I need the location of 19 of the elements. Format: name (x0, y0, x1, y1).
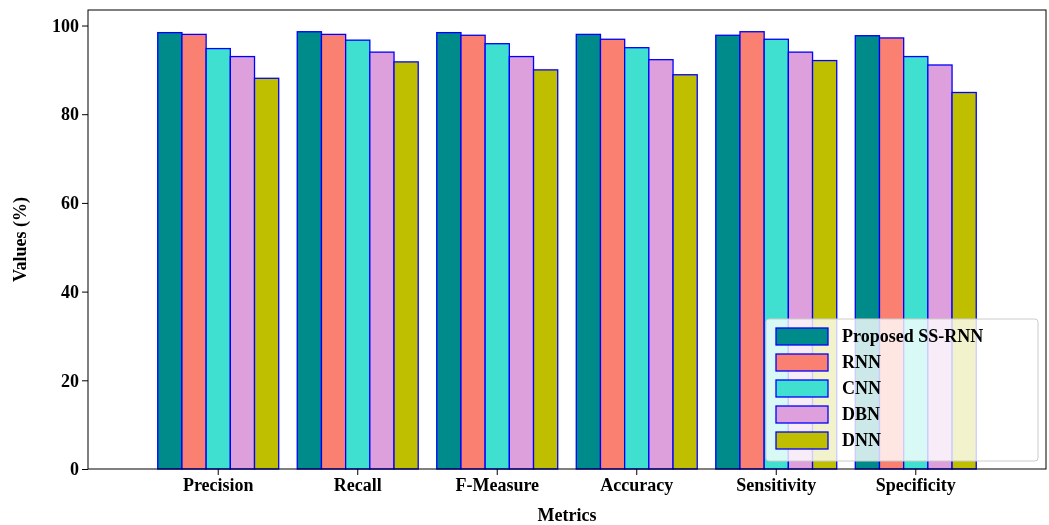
y-axis-title: Values (%) (10, 197, 31, 282)
y-tick-label: 100 (52, 15, 79, 36)
x-tick-label: Precision (182, 474, 254, 495)
y-tick-label: 0 (70, 459, 79, 480)
x-tick-label: Specificity (875, 474, 956, 495)
y-tick-label: 80 (61, 104, 79, 125)
legend-label: DBN (842, 404, 881, 424)
legend-label: RNN (842, 352, 881, 372)
legend-label: CNN (842, 378, 881, 398)
legend-label: DNN (842, 430, 881, 450)
y-tick-label: 20 (61, 370, 79, 391)
y-tick-label: 40 (61, 281, 79, 302)
x-tick-label: Sensitivity (736, 474, 817, 495)
legend-label: Proposed SS-RNN (842, 326, 984, 346)
y-tick-label: 60 (61, 193, 79, 214)
x-tick-label: F-Measure (455, 474, 540, 495)
x-axis-title: Metrics (537, 505, 597, 525)
x-tick-label: Accuracy (600, 474, 674, 495)
x-tick-label: Recall (333, 474, 382, 495)
